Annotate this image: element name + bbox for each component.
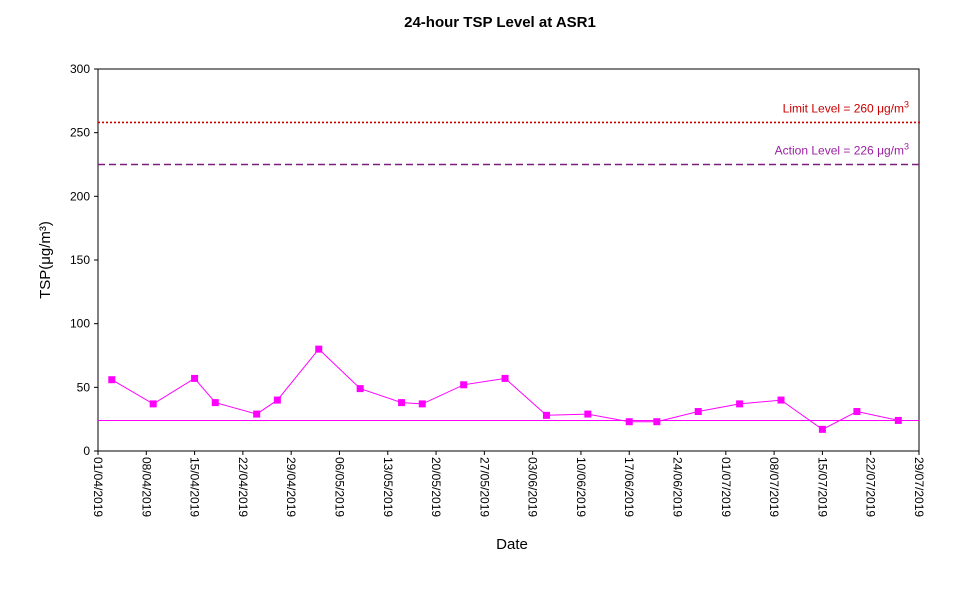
x-tick-label: 24/06/2019: [671, 457, 685, 517]
x-tick-label: 29/07/2019: [912, 457, 926, 517]
x-tick-label: 15/07/2019: [815, 457, 829, 517]
x-tick-label: 29/04/2019: [284, 457, 298, 517]
reference-line-label-text: Limit Level = 260: [783, 101, 877, 115]
y-tick-label: 250: [70, 126, 90, 140]
y-tick-label: 50: [77, 380, 91, 394]
x-tick-label: 15/04/2019: [188, 457, 202, 517]
x-tick-label: 22/07/2019: [864, 457, 878, 517]
x-tick-label: 03/06/2019: [526, 457, 540, 517]
data-point: [149, 400, 157, 408]
x-tick-label: 22/04/2019: [236, 457, 250, 517]
data-point: [542, 411, 550, 419]
x-tick-label: 27/05/2019: [477, 457, 491, 517]
y-tick-label: 100: [70, 317, 90, 331]
x-tick-label: 20/05/2019: [429, 457, 443, 517]
y-tick-label: 150: [70, 253, 90, 267]
data-point: [736, 400, 744, 408]
data-point: [273, 396, 281, 404]
data-point: [460, 381, 468, 389]
plot-area: [97, 68, 920, 452]
chart-title: 24-hour TSP Level at ASR1: [404, 14, 596, 31]
reference-line-unit: μg/m: [877, 101, 904, 115]
data-point: [853, 408, 861, 416]
x-axis-label: Date: [496, 536, 528, 553]
data-point: [653, 418, 661, 426]
x-axis: 01/04/2019 08/04/2019 15/04/2019 22/04/2019…: [91, 451, 926, 517]
data-point: [894, 416, 902, 424]
y-tick-label: 200: [70, 189, 90, 203]
reference-line-unit-sup: 3: [904, 142, 909, 152]
data-point: [584, 410, 592, 418]
reference-line-label-text: Action Level = 226: [775, 144, 877, 158]
x-tick-label: 17/06/2019: [622, 457, 636, 517]
reference-line-label: Action Level = 226 μg/m3: [775, 142, 909, 158]
y-axis-label-text: TSP(μg/m³): [37, 221, 54, 299]
data-point: [625, 418, 633, 426]
data-point: [501, 374, 509, 382]
data-point: [253, 410, 261, 418]
series-layer: [108, 345, 902, 433]
y-tick-label: 0: [83, 444, 90, 458]
x-tick-label: 06/05/2019: [332, 457, 346, 517]
data-point: [356, 385, 364, 393]
reference-line-label: Limit Level = 260 μg/m3: [783, 99, 909, 115]
x-tick-label: 01/07/2019: [719, 457, 733, 517]
reference-line-unit: μg/m: [877, 144, 904, 158]
y-axis-label: TSP(μg/m³): [37, 221, 54, 299]
data-point: [398, 399, 406, 407]
x-tick-label: 13/05/2019: [381, 457, 395, 517]
x-tick-label: 08/04/2019: [139, 457, 153, 517]
series-line: [111, 348, 899, 430]
reference-line-unit-sup: 3: [904, 99, 909, 109]
x-tick-label: 08/07/2019: [767, 457, 781, 517]
data-point: [315, 345, 323, 353]
data-point: [818, 425, 826, 433]
data-point: [777, 396, 785, 404]
data-point: [191, 374, 199, 382]
y-tick-label: 300: [70, 62, 90, 76]
data-point: [211, 399, 219, 407]
x-tick-label: 10/06/2019: [574, 457, 588, 517]
y-axis: 0 50 100 150 200 250 300: [70, 62, 98, 458]
data-point: [418, 400, 426, 408]
x-tick-label: 01/04/2019: [91, 457, 105, 517]
data-point: [694, 408, 702, 416]
data-point: [108, 376, 116, 384]
